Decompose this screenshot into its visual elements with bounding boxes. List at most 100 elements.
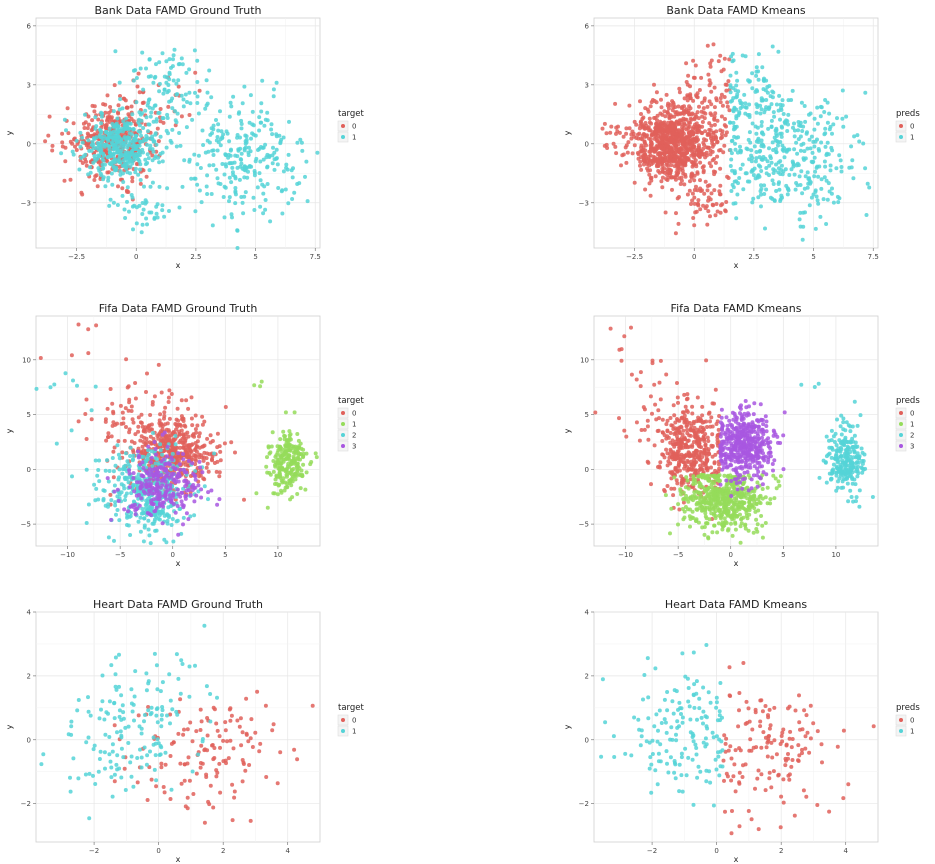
data-point: [114, 167, 119, 172]
data-point: [613, 101, 618, 106]
data-point: [255, 185, 260, 190]
data-point: [125, 170, 130, 175]
data-point: [660, 175, 665, 180]
data-point: [811, 159, 816, 164]
data-point: [270, 132, 275, 137]
data-point: [105, 476, 110, 481]
data-point: [130, 179, 135, 184]
data-point: [668, 171, 673, 176]
data-point: [214, 167, 219, 172]
data-point: [128, 164, 133, 169]
data-point: [143, 198, 148, 203]
data-point: [813, 226, 818, 231]
data-point: [743, 101, 748, 106]
data-point: [89, 417, 94, 422]
data-point: [232, 160, 237, 165]
legend-item: 1: [895, 131, 914, 143]
data-point: [182, 158, 187, 163]
data-point: [179, 499, 184, 504]
data-point: [653, 159, 658, 164]
data-point: [647, 172, 652, 177]
data-point: [779, 193, 784, 198]
data-point: [630, 151, 635, 156]
data-point: [93, 498, 98, 503]
data-point: [863, 166, 868, 171]
data-point: [692, 223, 697, 228]
data-point: [617, 416, 621, 421]
data-point: [154, 489, 159, 494]
data-point: [684, 61, 689, 66]
data-point: [855, 133, 860, 138]
data-point: [274, 474, 279, 479]
data-point: [703, 432, 708, 436]
data-point: [175, 487, 180, 492]
data-point: [209, 126, 214, 131]
data-point: [162, 537, 167, 542]
y-tick-label: −3: [579, 199, 589, 207]
data-point: [225, 131, 230, 136]
data-point: [265, 470, 270, 475]
legend-label: 1: [910, 134, 914, 142]
data-point: [303, 174, 307, 179]
data-point: [829, 191, 834, 196]
data-point: [692, 153, 697, 158]
data-point: [218, 143, 223, 148]
data-point: [173, 510, 178, 515]
data-point: [175, 111, 180, 116]
data-point: [147, 146, 152, 151]
data-point: [268, 472, 273, 477]
data-point: [290, 175, 295, 180]
data-point: [209, 95, 214, 100]
data-point: [654, 164, 659, 169]
data-point: [187, 67, 192, 72]
data-point: [705, 188, 710, 193]
data-point: [80, 161, 85, 165]
data-point: [86, 327, 91, 332]
data-point: [175, 504, 180, 508]
data-point: [759, 107, 764, 112]
data-point: [148, 143, 153, 148]
data-point: [109, 498, 114, 503]
data-point: [266, 444, 271, 449]
data-point: [200, 128, 205, 133]
data-point: [259, 145, 263, 149]
data-point: [657, 170, 662, 175]
data-point: [239, 118, 244, 123]
data-point: [683, 135, 688, 140]
data-point: [672, 164, 677, 169]
data-point: [723, 209, 728, 214]
data-point: [132, 489, 137, 494]
data-point: [678, 182, 683, 186]
data-point: [76, 419, 81, 424]
data-point: [593, 410, 598, 415]
data-point: [113, 500, 118, 505]
data-point: [700, 100, 705, 105]
data-point: [709, 58, 714, 63]
data-point: [221, 195, 226, 199]
data-point: [170, 96, 175, 101]
data-point: [759, 144, 764, 148]
data-point: [720, 129, 725, 134]
data-point: [257, 128, 262, 133]
data-point: [724, 88, 729, 93]
data-point: [689, 202, 693, 206]
data-point: [108, 492, 113, 497]
data-point: [686, 110, 691, 115]
data-point: [747, 512, 752, 517]
data-point: [678, 454, 683, 459]
data-point: [183, 494, 188, 499]
data-point: [136, 71, 141, 76]
data-point: [93, 174, 98, 179]
data-point: [145, 426, 150, 431]
data-point: [230, 215, 234, 220]
data-point: [170, 64, 175, 69]
data-point: [117, 475, 121, 480]
data-point: [723, 133, 728, 138]
data-point: [774, 150, 779, 155]
data-point: [133, 145, 138, 150]
data-point: [204, 78, 209, 83]
data-point: [195, 94, 200, 99]
data-point: [681, 456, 686, 461]
data-point: [153, 156, 157, 161]
chart-title: Fifa Data FAMD Ground Truth: [99, 302, 258, 315]
